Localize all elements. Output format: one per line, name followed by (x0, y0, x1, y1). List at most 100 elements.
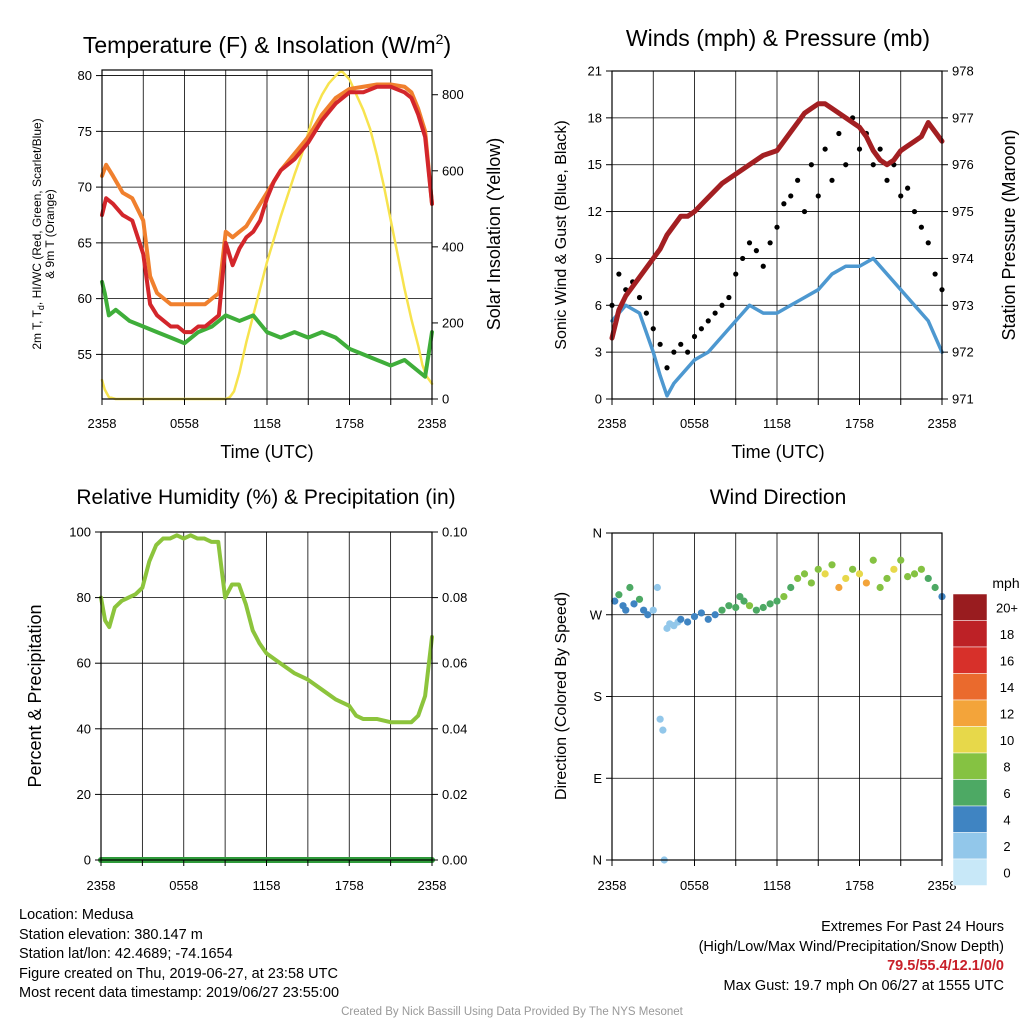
max-gust: Max Gust: 19.7 mph On 06/27 at 1555 UTC (723, 977, 1004, 994)
direction-point (718, 606, 726, 614)
y-tick-label: 600 (442, 163, 464, 178)
gust-point (911, 208, 918, 215)
colorbar-swatch (952, 593, 988, 621)
gust-point (808, 162, 814, 168)
gust-point (795, 177, 801, 183)
winds-series (609, 101, 945, 398)
temperature-ylabel-right: Solar Insolation (Yellow) (484, 138, 504, 330)
y-tick-label: 0 (84, 853, 91, 868)
colorbar-label: 14 (1000, 680, 1014, 695)
y-tick-label: E (593, 771, 602, 786)
direction-point (697, 609, 705, 617)
winds-ticks: 2358 0558 1158 1758 2358 0 3 6 9 12 15 18 21 971 972 97… (588, 64, 974, 432)
station-elevation: Station elevation: 380.147 m (19, 926, 203, 943)
direction-point (725, 602, 733, 610)
winds-ylabel-left: Sonic Wind & Gust (Blue, Black) (553, 120, 570, 349)
series-line-9m-t (100, 82, 434, 307)
y-tick-label: 60 (78, 291, 92, 306)
direction-point (828, 561, 836, 569)
gust-point (836, 130, 842, 137)
direction-point (704, 615, 712, 623)
direction-point (910, 570, 919, 578)
direction-point (849, 565, 857, 573)
y-tick-label: 20 (77, 787, 91, 802)
colorbar-label: 8 (1003, 759, 1010, 774)
series-line-hi-wc (100, 279, 434, 379)
gust-point (726, 294, 732, 301)
gust-point (829, 177, 835, 183)
direction-point (653, 583, 661, 592)
direction-point (862, 579, 870, 587)
gust-point (650, 326, 656, 332)
temperature-title: Temperature (F) & Insolation (W/m2) (83, 31, 451, 58)
direction-point (732, 603, 740, 612)
series-line-2m-t (100, 84, 434, 335)
extremes-values: 79.5/55.4/12.1/0/0 (887, 958, 1004, 974)
colorbar-swatch (952, 699, 988, 727)
y-tick-label: 971 (952, 392, 974, 407)
colorbar-swatch (952, 646, 988, 674)
direction-ylabel-left: Direction (Colored By Speed) (553, 592, 570, 800)
x-tick-label: 1158 (763, 878, 791, 893)
y-tick-label: 978 (952, 64, 974, 79)
gust-point (705, 318, 711, 324)
x-tick-label: 1158 (253, 416, 281, 431)
direction-point (883, 574, 891, 583)
x-tick-label: 1158 (253, 878, 281, 893)
colorbar-swatch (952, 673, 988, 701)
direction-point (611, 597, 619, 605)
y-tick-label: 974 (952, 251, 974, 266)
recent-timestamp: Most recent data timestamp: 2019/06/27 2… (19, 985, 340, 1001)
gust-point (685, 349, 691, 355)
y-tick-label: 0.02 (442, 787, 467, 802)
extremes-box: Extremes For Past 24 Hours (High/Low/Max… (699, 918, 1004, 996)
direction-point (800, 570, 809, 578)
temperature-grid (102, 70, 432, 399)
direction-series (611, 556, 946, 864)
y-tick-label: 200 (442, 315, 464, 330)
humidity-panel: Relative Humidity (%) & Precipitation (i… (25, 486, 467, 893)
y-tick-label: 3 (595, 345, 602, 360)
svg-text:2m T, Td, HI/WC (Red, Green, S: 2m T, Td, HI/WC (Red, Green, Scarlet/Blu… (30, 118, 46, 349)
direction-point (711, 611, 719, 619)
y-tick-label: 18 (588, 110, 602, 125)
gust-point (691, 333, 698, 340)
direction-title: Wind Direction (710, 486, 847, 509)
y-tick-label: 0.04 (442, 721, 467, 736)
colorbar-label: 20+ (996, 600, 1018, 615)
colorbar-swatch (952, 858, 988, 886)
direction-point (752, 606, 760, 614)
humidity-ticks: 2358 0558 1158 1758 2358 0 20 40 60 80 100 0.00 0.02… (69, 525, 467, 894)
y-tick-label: 75 (78, 124, 92, 139)
direction-point (869, 556, 877, 564)
y-tick-label: 972 (952, 345, 974, 360)
direction-point (649, 606, 657, 614)
direction-point (635, 595, 644, 603)
direction-point (644, 611, 652, 619)
gust-point (746, 240, 753, 246)
colorbar-swatch (952, 832, 988, 860)
colorbar-label: 10 (1000, 733, 1014, 748)
series-line-relative-humidity (99, 533, 434, 725)
temperature-panel: Temperature (F) & Insolation (W/m2) 2358… (30, 31, 504, 462)
direction-point (807, 579, 815, 587)
gust-point (925, 240, 931, 246)
direction-point (890, 565, 898, 573)
x-tick-label: 1158 (763, 416, 791, 431)
x-tick-label: 1758 (845, 878, 874, 893)
direction-grid (612, 532, 942, 861)
y-tick-label: 15 (588, 157, 602, 172)
direction-point (759, 603, 767, 612)
colorbar-label: 12 (1000, 706, 1014, 721)
y-tick-label: N (593, 853, 602, 868)
gust-point (781, 201, 787, 207)
series-line-sonic-wind (610, 256, 944, 398)
colorbar-label: 2 (1003, 839, 1010, 854)
direction-ticks: 2358 0558 1158 1758 2358 N E S W N (590, 526, 957, 894)
humidity-ylabel-left: Percent & Precipitation (25, 604, 45, 787)
x-tick-label: 0558 (680, 878, 709, 893)
y-tick-label: 80 (78, 68, 92, 83)
direction-point (677, 615, 685, 623)
figure-created: Figure created on Thu, 2019-06-27, at 23… (19, 965, 338, 982)
